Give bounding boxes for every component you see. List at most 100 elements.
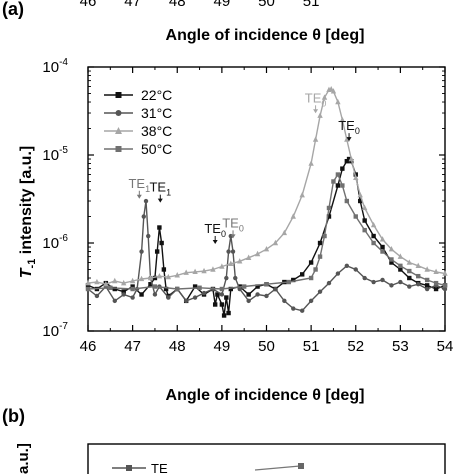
data-point	[388, 246, 395, 252]
data-point	[175, 286, 180, 292]
data-point	[219, 302, 225, 307]
data-point	[183, 298, 189, 304]
data-point	[112, 277, 118, 284]
data-point	[152, 292, 158, 297]
data-point	[331, 179, 336, 184]
data-point	[174, 272, 180, 278]
data-point	[94, 278, 100, 285]
panel-b-ylabel-fragment: a.u.]	[15, 443, 32, 474]
data-point	[442, 270, 448, 276]
data-point	[326, 280, 332, 286]
x-tick-label: 54	[437, 338, 454, 355]
data-point	[130, 284, 135, 289]
data-point	[159, 240, 164, 246]
data-point	[230, 249, 236, 254]
data-point	[246, 298, 251, 304]
y-tick-label: 10-7	[42, 321, 68, 340]
top-partial-panel: 46 47 48 49 50 51 Angle of incidence θ [deg]	[80, 0, 365, 44]
data-point	[121, 292, 126, 297]
data-point	[291, 277, 296, 283]
peak-annotation: TE0	[222, 215, 244, 233]
data-point	[219, 263, 225, 269]
data-point	[353, 172, 358, 177]
data-point	[85, 279, 91, 286]
data-point	[290, 213, 296, 219]
y-tick-label: 10-5	[42, 145, 68, 164]
data-point	[161, 267, 167, 272]
data-point	[233, 275, 238, 281]
data-point	[264, 293, 269, 299]
x-axis-label: Angle of incidence θ [deg]	[166, 387, 365, 404]
panel-b-series-fragment	[254, 465, 301, 471]
x-tick-label: 52	[347, 338, 364, 355]
x-tick-label: 51	[303, 338, 320, 355]
data-point	[154, 249, 160, 254]
data-point	[344, 136, 350, 142]
data-point	[299, 191, 305, 198]
data-point	[371, 240, 376, 246]
data-point	[165, 273, 172, 280]
x-axis: 46 47 48 49 50 51 52 53 54	[80, 67, 454, 355]
data-point	[344, 263, 350, 269]
data-point	[322, 233, 327, 239]
panel-b-marker-fragment	[298, 463, 304, 469]
data-point	[424, 283, 430, 288]
data-point	[152, 284, 158, 289]
data-point	[226, 249, 231, 254]
data-point	[148, 282, 153, 287]
data-point	[433, 286, 439, 292]
annotation-arrowhead	[212, 239, 218, 244]
data-point	[192, 295, 198, 300]
data-point	[138, 275, 145, 282]
data-point	[370, 221, 377, 228]
data-point	[94, 293, 100, 299]
data-point	[407, 275, 412, 281]
y-tick-label: 10-6	[42, 233, 68, 252]
data-point	[282, 298, 287, 304]
series-line	[87, 172, 446, 290]
data-point	[226, 310, 231, 316]
legend-marker	[115, 127, 122, 134]
data-point	[224, 295, 229, 300]
data-point	[362, 218, 367, 223]
data-point	[210, 266, 216, 272]
data-point	[166, 295, 171, 300]
data-point	[424, 277, 430, 283]
data-point	[389, 257, 394, 262]
legend-label: 38°C	[141, 123, 172, 139]
data-point	[139, 292, 144, 297]
data-point	[121, 279, 127, 286]
data-point	[241, 284, 247, 289]
data-point	[321, 94, 328, 100]
x-tick-label: 46	[80, 338, 97, 355]
panel-b-legend-marker	[126, 465, 132, 471]
data-point	[147, 274, 154, 281]
series-3	[85, 172, 448, 292]
data-point	[237, 286, 242, 292]
data-point	[335, 98, 341, 105]
data-point	[308, 275, 314, 281]
top-partial-tick-label: 50	[258, 0, 275, 10]
data-point	[308, 260, 314, 265]
panel-b-partial: a.u.] TE	[15, 443, 446, 474]
data-point	[371, 279, 376, 285]
panel-b-frame	[87, 443, 446, 474]
data-point	[272, 239, 279, 246]
legend-label: 22°C	[141, 87, 172, 103]
data-point	[255, 292, 260, 297]
data-point	[362, 275, 367, 281]
data-point	[340, 183, 345, 188]
series-2	[85, 85, 448, 287]
top-partial-tick-label: 51	[303, 0, 320, 10]
legend-marker	[115, 146, 122, 152]
data-point	[103, 281, 109, 287]
data-point	[263, 246, 270, 252]
data-point	[228, 260, 234, 267]
data-point	[398, 263, 403, 269]
data-point	[362, 227, 367, 233]
data-point	[317, 289, 323, 294]
data-point	[273, 286, 278, 292]
data-point	[156, 272, 163, 279]
